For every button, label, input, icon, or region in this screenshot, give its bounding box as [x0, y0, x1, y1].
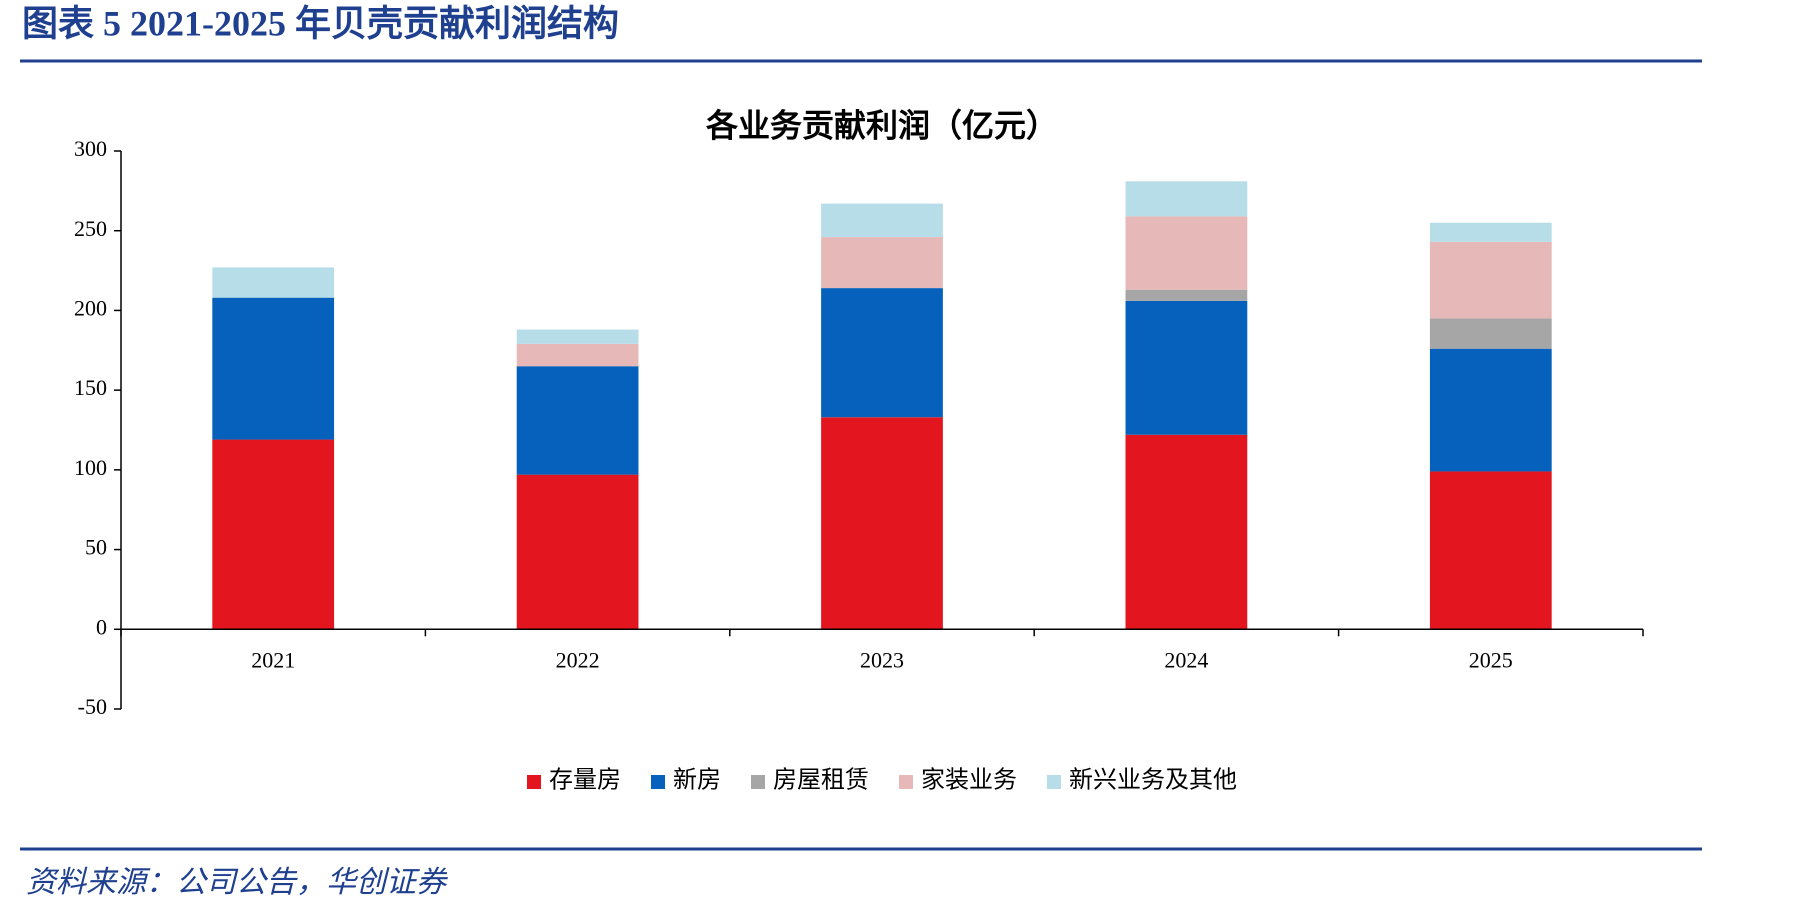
y-tick-label: 0 — [96, 614, 107, 639]
chart-title: 各业务贡献利润（亿元） — [706, 107, 1058, 143]
legend-swatch — [751, 775, 765, 789]
bar-segment — [1125, 289, 1248, 301]
bar-segment — [212, 267, 335, 298]
y-tick-label: 300 — [74, 136, 107, 161]
bar-segment — [821, 203, 943, 238]
legend-swatch — [899, 775, 913, 789]
bar-segment — [1125, 434, 1248, 630]
y-tick-label: 250 — [74, 216, 107, 241]
x-tick-label: 2025 — [1469, 647, 1513, 672]
x-tick-label: 2024 — [1164, 647, 1208, 672]
legend-label: 房屋租赁 — [773, 767, 869, 794]
legend-swatch — [1047, 775, 1061, 789]
y-tick-label: -50 — [78, 694, 107, 719]
source-note: 资料来源：公司公告，华创证券 — [26, 866, 448, 899]
bar-segment — [1429, 348, 1552, 472]
bar-segment — [212, 439, 335, 630]
legend-swatch — [651, 775, 665, 789]
page-title: 图表 5 2021-2025 年贝壳贡献利润结构 — [22, 3, 619, 43]
y-tick-label: 100 — [74, 455, 107, 480]
x-tick-label: 2023 — [860, 647, 904, 672]
bar-segment — [1429, 222, 1552, 242]
bar-segment — [821, 237, 943, 289]
legend-label: 新房 — [673, 767, 721, 794]
bar-segment — [821, 417, 943, 630]
legend-label: 新兴业务及其他 — [1069, 767, 1237, 794]
bar-segment — [1429, 471, 1552, 630]
y-tick-label: 150 — [74, 375, 107, 400]
bar-segment — [1429, 241, 1552, 319]
bar-segment — [516, 474, 639, 630]
y-tick-label: 200 — [74, 295, 107, 320]
bar-segment — [1125, 300, 1248, 435]
legend-label: 家装业务 — [921, 767, 1017, 794]
bar-segment — [1125, 181, 1248, 217]
bar-segment — [516, 343, 639, 367]
y-tick-label: 50 — [85, 535, 107, 560]
bar-segment — [821, 288, 943, 418]
bar-segment — [1429, 318, 1552, 349]
legend-label: 存量房 — [549, 767, 621, 794]
bar-segment — [516, 329, 639, 344]
x-tick-label: 2021 — [251, 647, 295, 672]
x-tick-label: 2022 — [556, 647, 600, 672]
bar-segment — [1125, 216, 1248, 290]
bar-segment — [516, 366, 639, 475]
legend-swatch — [527, 775, 541, 789]
bar-segment — [212, 297, 335, 440]
